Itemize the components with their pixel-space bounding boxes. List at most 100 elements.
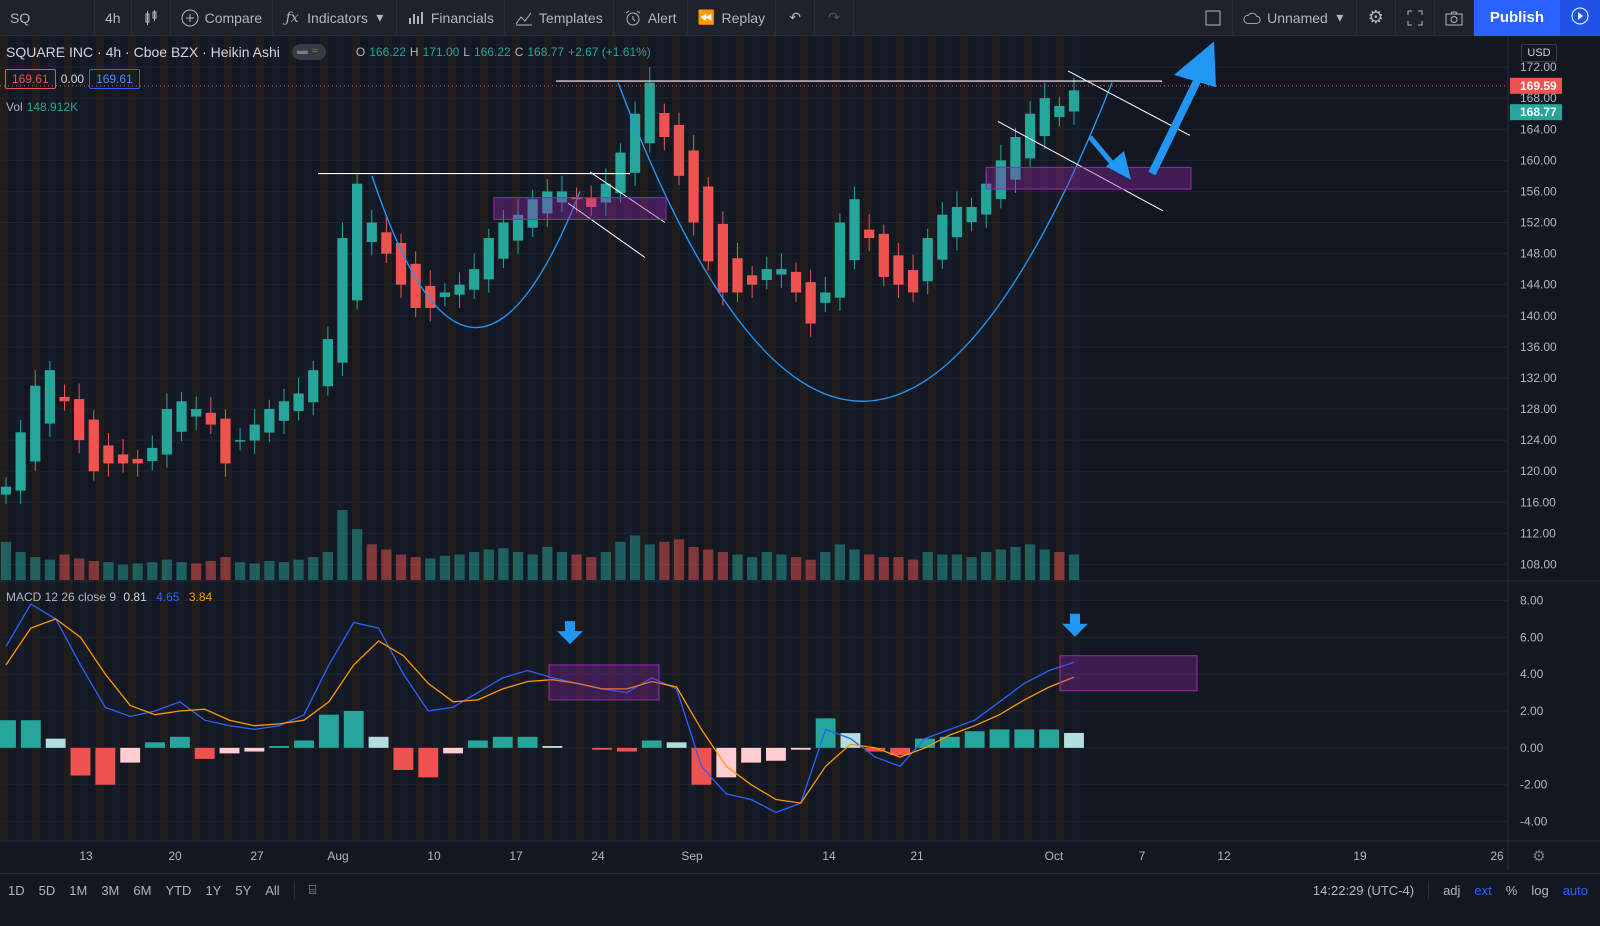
- macd-histogram-bar: [641, 740, 662, 748]
- range-1d[interactable]: 1D: [8, 882, 25, 898]
- session-stripe: [128, 36, 136, 840]
- range-1m[interactable]: 1M: [69, 882, 88, 898]
- settings-button[interactable]: ⚙: [1357, 0, 1396, 36]
- interval-button[interactable]: 4h: [95, 0, 132, 36]
- session-stripe: [176, 36, 184, 840]
- percent-toggle[interactable]: %: [1505, 882, 1518, 898]
- session-stripe: [976, 36, 984, 840]
- volume-bar: [15, 552, 26, 580]
- price-tick-label: 144.00: [1520, 278, 1557, 292]
- candle-body: [556, 191, 568, 203]
- indicators-label: Indicators: [307, 9, 368, 26]
- channel-line: [567, 202, 646, 258]
- redo-icon: ↷: [828, 9, 840, 25]
- auto-toggle[interactable]: auto: [1562, 882, 1588, 898]
- volume-bar: [293, 559, 304, 580]
- candle-body: [293, 393, 304, 412]
- candle-body: [761, 269, 772, 281]
- stream-button[interactable]: [1560, 0, 1600, 36]
- volume-bar: [1039, 549, 1050, 580]
- divergence-box: [1059, 655, 1198, 692]
- volume-bar: [542, 546, 553, 580]
- undo-button[interactable]: ↶: [776, 0, 816, 36]
- macd-histogram-bar: [219, 747, 240, 754]
- volume-bar: [264, 560, 275, 580]
- macd-tick-label: 6.00: [1520, 630, 1544, 644]
- candle-body: [776, 269, 787, 275]
- alert-label: Alert: [647, 9, 677, 26]
- candle-body: [995, 160, 1006, 200]
- sell-price-button[interactable]: 169.61: [5, 69, 56, 89]
- redo-button[interactable]: ↷: [815, 0, 855, 36]
- volume-bar: [498, 548, 509, 580]
- expand-button[interactable]: [1396, 0, 1435, 36]
- replay-button[interactable]: ⏪ Replay: [688, 0, 777, 36]
- buy-price-button[interactable]: 169.61: [89, 69, 140, 89]
- time-tick-label: 21: [910, 849, 924, 863]
- legend-toggle-pill[interactable]: ▬ ≈: [291, 44, 326, 60]
- layout-name-button[interactable]: Unnamed ▾: [1233, 0, 1357, 36]
- session-stripe: [784, 36, 792, 840]
- range-5d[interactable]: 5D: [38, 882, 56, 898]
- session-stripe: [384, 36, 392, 840]
- candle-body: [366, 222, 377, 243]
- macd-tick-label: 8.00: [1520, 593, 1544, 607]
- symbol-search-button[interactable]: SQ: [0, 0, 95, 36]
- indicators-button[interactable]: ƒx Indicators ▾: [273, 0, 397, 36]
- fullscreen-toggle-button[interactable]: [1194, 0, 1234, 36]
- range-ytd[interactable]: YTD: [165, 882, 192, 898]
- range-3m[interactable]: 3M: [101, 882, 120, 898]
- range-5y[interactable]: 5Y: [235, 882, 252, 898]
- clock-label[interactable]: 14:22:29 (UTC-4): [1312, 882, 1415, 898]
- volume-legend: Vol 148.912K: [6, 100, 78, 114]
- session-stripe: [144, 36, 152, 840]
- chart-area[interactable]: 172.00168.00164.00160.00156.00152.00148.…: [0, 36, 1600, 872]
- volume-bar: [937, 554, 948, 580]
- time-tick-label: Aug: [327, 849, 348, 863]
- candle-body: [512, 214, 524, 241]
- volume-bar: [747, 557, 758, 580]
- compare-button[interactable]: Compare: [171, 0, 274, 36]
- volume-bar: [352, 529, 363, 580]
- candle-body: [600, 183, 611, 203]
- last-price-text: 169.59: [1520, 79, 1557, 93]
- snapshot-button[interactable]: [1435, 0, 1474, 36]
- range-1y[interactable]: 1Y: [205, 882, 222, 898]
- financials-button[interactable]: Financials: [397, 0, 505, 36]
- volume-bar: [132, 563, 143, 580]
- macd-histogram-bar: [865, 747, 886, 752]
- candle-body: [74, 399, 85, 441]
- candle-body: [308, 370, 319, 403]
- range-all[interactable]: All: [265, 882, 280, 898]
- time-tick-label: Oct: [1045, 849, 1064, 863]
- volume-bar: [1068, 554, 1080, 580]
- session-stripe: [368, 36, 376, 840]
- publish-button[interactable]: Publish: [1473, 0, 1560, 36]
- adj-toggle[interactable]: adj: [1443, 882, 1461, 898]
- templates-button[interactable]: Templates: [505, 0, 614, 36]
- volume-label: Vol: [6, 100, 23, 114]
- session-stripe: [352, 36, 360, 840]
- session-stripe: [272, 36, 280, 840]
- ext-toggle[interactable]: ext: [1474, 882, 1492, 898]
- range-6m[interactable]: 6M: [133, 882, 152, 898]
- candle-body: [805, 282, 816, 324]
- channel-line: [1067, 70, 1191, 136]
- cloud-icon: [1243, 9, 1261, 27]
- currency-badge[interactable]: USD: [1521, 44, 1557, 62]
- candle-body: [88, 419, 99, 472]
- candle-body: [191, 409, 202, 417]
- alert-button[interactable]: Alert: [614, 0, 688, 36]
- session-stripe: [240, 36, 248, 840]
- chart-style-button[interactable]: [132, 0, 171, 36]
- goto-date-icon[interactable]: ⌸: [308, 882, 317, 897]
- macd-histogram-bar: [1064, 732, 1084, 748]
- price-tick-label: 156.00: [1520, 184, 1557, 198]
- candle-body: [132, 458, 143, 464]
- volume-bar: [30, 557, 41, 580]
- volume-bar: [59, 554, 70, 580]
- log-toggle[interactable]: log: [1531, 882, 1549, 898]
- scale-settings-icon[interactable]: ⚙: [1532, 847, 1545, 865]
- session-stripe: [256, 36, 264, 840]
- candle-body: [937, 214, 948, 260]
